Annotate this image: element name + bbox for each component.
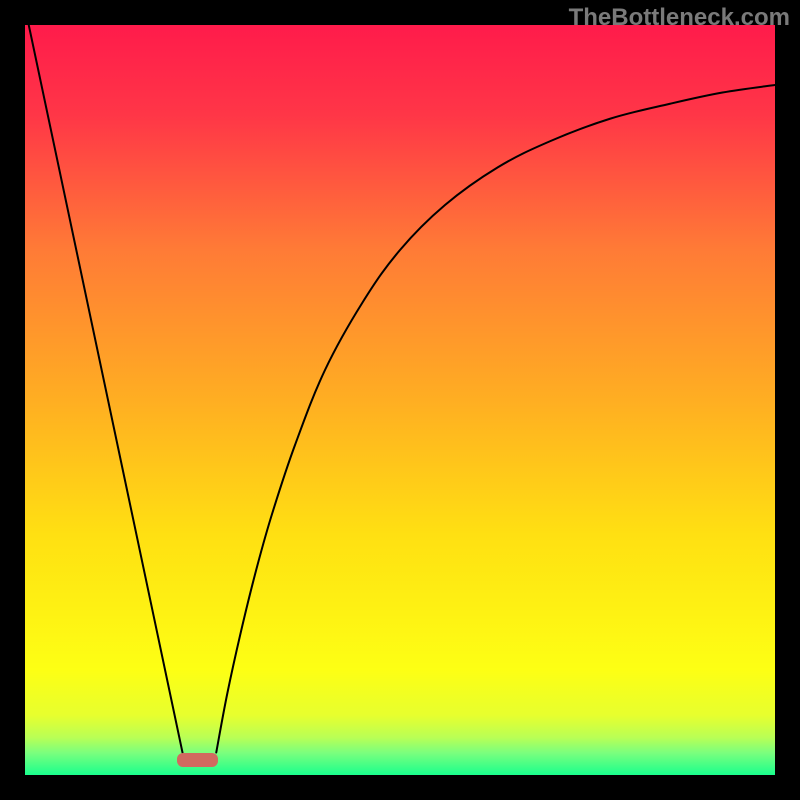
plot-area (25, 25, 775, 775)
optimum-marker (177, 753, 218, 767)
bottleneck-curve (25, 25, 775, 775)
watermark-text: TheBottleneck.com (569, 4, 790, 32)
chart-container: TheBottleneck.com (0, 0, 800, 800)
